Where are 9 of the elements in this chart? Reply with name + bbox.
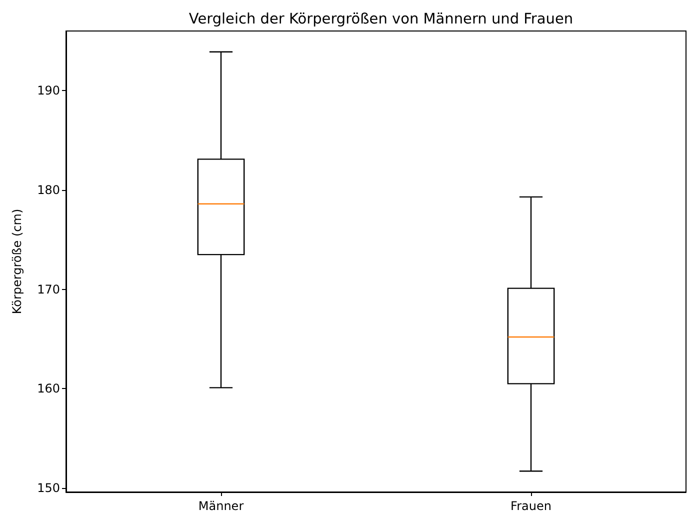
x-tick-label: Frauen [510, 499, 552, 513]
y-axis-title: Körpergröße (cm) [10, 208, 24, 314]
y-tick-label: 180 [37, 182, 60, 197]
y-tick-label: 170 [37, 282, 60, 296]
y-tick-label: 160 [37, 382, 60, 396]
chart-title: Vergleich der Körpergrößen von Männern und Frauen [188, 12, 574, 28]
y-tick-label: 190 [37, 84, 60, 98]
y-tick-label: 150 [37, 481, 60, 496]
x-tick-label: Männer [198, 499, 244, 513]
